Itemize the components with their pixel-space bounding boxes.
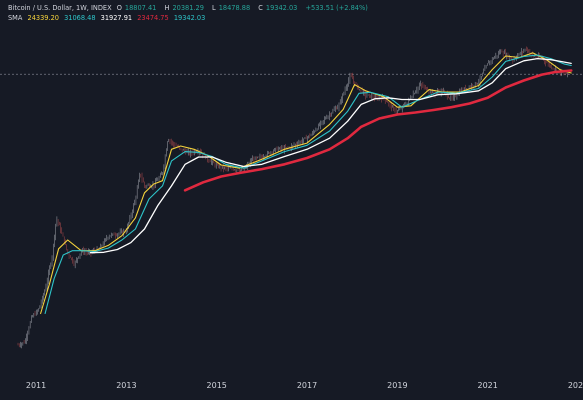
sma-value-2: 31068.48	[64, 14, 96, 22]
x-tick-label-2015: 2015	[207, 381, 227, 390]
ohlc-low: L 18478.88	[212, 4, 251, 12]
x-tick-label-2011: 2011	[26, 381, 46, 390]
x-tick-label-2017: 2017	[297, 381, 317, 390]
ohlc-open: O 18807.41	[116, 4, 157, 12]
sma-value-1: 24339.20	[27, 14, 59, 22]
x-tick-label-2021: 2021	[477, 381, 497, 390]
sma-value-5: 19342.03	[173, 14, 206, 22]
price-change: +533.51 (+2.84%)	[305, 4, 368, 12]
x-tick-label-2023: 2023	[568, 381, 583, 390]
symbol-title[interactable]: Bitcoin / U.S. Dollar, 1W, INDEX	[8, 4, 112, 12]
ohlc-high: H 20381.29	[164, 4, 204, 12]
sma-line-4	[183, 69, 573, 192]
sma-value-3: 31927.91	[100, 14, 133, 22]
x-tick-label-2019: 2019	[387, 381, 407, 390]
sma-line-1	[40, 52, 572, 315]
sma-line-3	[89, 57, 572, 254]
symbol-legend: Bitcoin / U.S. Dollar, 1W, INDEX O 18807.…	[8, 4, 371, 13]
sma-line-2	[44, 54, 572, 315]
ohlc-close: C 19342.03	[258, 4, 298, 12]
sma-value-4: 23474.75	[137, 14, 169, 22]
x-tick-label-2013: 2013	[116, 381, 136, 390]
indicator-name[interactable]: SMA	[8, 14, 23, 22]
indicator-legend: SMA 24339.20 31068.48 31927.91 23474.75 …	[8, 14, 208, 23]
